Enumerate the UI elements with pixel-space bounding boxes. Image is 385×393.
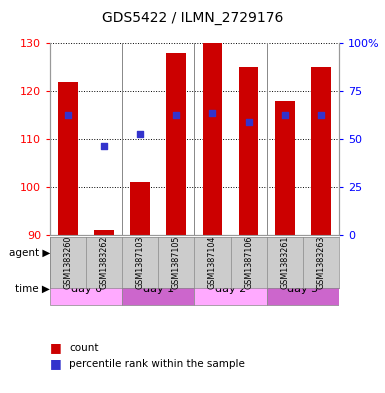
Bar bbox=[166, 53, 186, 235]
Point bbox=[173, 112, 179, 118]
Text: ■: ■ bbox=[50, 357, 62, 370]
Text: day 1: day 1 bbox=[143, 284, 174, 294]
Point bbox=[209, 110, 216, 116]
Point bbox=[65, 112, 71, 118]
Text: time ▶: time ▶ bbox=[15, 284, 50, 294]
Point bbox=[281, 112, 288, 118]
Bar bbox=[194, 273, 266, 305]
Text: control: control bbox=[67, 248, 105, 258]
Text: ■: ■ bbox=[50, 341, 62, 354]
Text: GSM1383262: GSM1383262 bbox=[100, 236, 109, 290]
Point bbox=[318, 112, 324, 118]
Bar bbox=[50, 273, 122, 305]
Bar bbox=[275, 101, 295, 235]
Text: day 3: day 3 bbox=[287, 284, 318, 294]
Text: GSM1383260: GSM1383260 bbox=[64, 236, 73, 289]
Bar bbox=[239, 67, 258, 235]
Bar bbox=[58, 82, 78, 235]
Text: GDS5422 / ILMN_2729176: GDS5422 / ILMN_2729176 bbox=[102, 11, 283, 25]
Bar bbox=[131, 182, 150, 235]
Text: GSM1383263: GSM1383263 bbox=[316, 236, 325, 289]
Text: GSM1387103: GSM1387103 bbox=[136, 236, 145, 289]
Text: RANKL: RANKL bbox=[212, 248, 249, 258]
Bar bbox=[122, 237, 339, 269]
Point bbox=[246, 119, 252, 126]
Text: GSM1387106: GSM1387106 bbox=[244, 236, 253, 289]
Text: GSM1387104: GSM1387104 bbox=[208, 236, 217, 289]
Text: percentile rank within the sample: percentile rank within the sample bbox=[69, 358, 245, 369]
Text: count: count bbox=[69, 343, 99, 353]
Text: agent ▶: agent ▶ bbox=[9, 248, 50, 258]
Point bbox=[137, 131, 143, 138]
Bar bbox=[94, 230, 114, 235]
Bar bbox=[311, 67, 331, 235]
Text: day 0: day 0 bbox=[70, 284, 102, 294]
Bar bbox=[50, 237, 122, 269]
Bar bbox=[122, 273, 194, 305]
Point bbox=[101, 143, 107, 150]
Bar bbox=[203, 43, 223, 235]
Text: GSM1383261: GSM1383261 bbox=[280, 236, 289, 289]
Bar bbox=[266, 273, 339, 305]
Text: GSM1387105: GSM1387105 bbox=[172, 236, 181, 290]
Text: day 2: day 2 bbox=[215, 284, 246, 294]
